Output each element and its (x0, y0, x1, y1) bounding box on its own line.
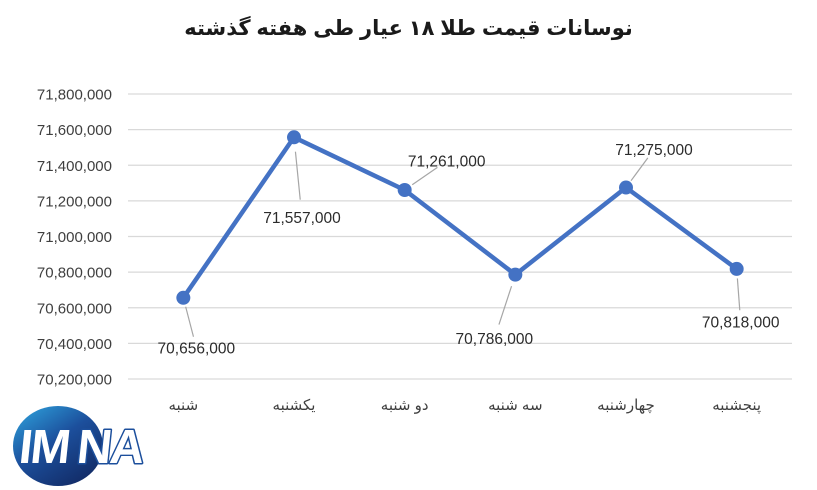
label-leader-line (736, 278, 741, 311)
label-leader-line (411, 166, 438, 186)
data-point-marker (508, 267, 523, 282)
x-category-label: شنبه (168, 397, 198, 414)
series-line (181, 135, 739, 301)
chart-title: نوسانات قیمت طلا ۱۸ عیار طی هفته گذشته (184, 17, 633, 40)
y-tick-label: 71,400,000 (37, 158, 112, 175)
y-tick-label: 70,200,000 (37, 372, 112, 389)
data-label: 71,275,000 (615, 142, 693, 159)
data-point-marker (619, 180, 633, 195)
data-label: 70,786,000 (456, 331, 534, 348)
imna-logo: IM NA (13, 406, 148, 486)
x-category-label: پنجشنبه (712, 397, 761, 415)
data-point-marker (397, 183, 412, 198)
x-category-label: چهارشنبه (597, 397, 655, 414)
data-label: 70,656,000 (158, 340, 236, 357)
y-tick-label: 70,800,000 (37, 265, 112, 282)
data-point-marker (729, 261, 744, 276)
label-leader-line (498, 285, 513, 325)
y-tick-label: 71,200,000 (37, 193, 112, 210)
logo-text-na: NA (75, 420, 147, 474)
x-category-label: دو شنبه (381, 397, 429, 414)
x-category-label: یکشنبه (273, 397, 316, 414)
data-point-marker (287, 130, 301, 145)
data-point-marker (176, 290, 191, 305)
data-label: 71,261,000 (408, 154, 486, 171)
label-leader-line (185, 306, 195, 337)
label-leader-line (630, 157, 649, 182)
data-label: 70,818,000 (702, 314, 780, 331)
data-label: 71,557,000 (263, 210, 341, 227)
y-tick-label: 70,600,000 (37, 300, 112, 317)
label-leader-line (294, 151, 301, 200)
logo-ellipse (13, 406, 103, 486)
y-tick-label: 71,000,000 (37, 229, 112, 246)
logo-text-im: IM (17, 420, 72, 474)
y-tick-label: 70,400,000 (37, 336, 112, 353)
x-category-label: سه شنبه (488, 397, 542, 414)
y-tick-label: 71,800,000 (37, 87, 112, 104)
y-tick-label: 71,600,000 (37, 122, 112, 139)
